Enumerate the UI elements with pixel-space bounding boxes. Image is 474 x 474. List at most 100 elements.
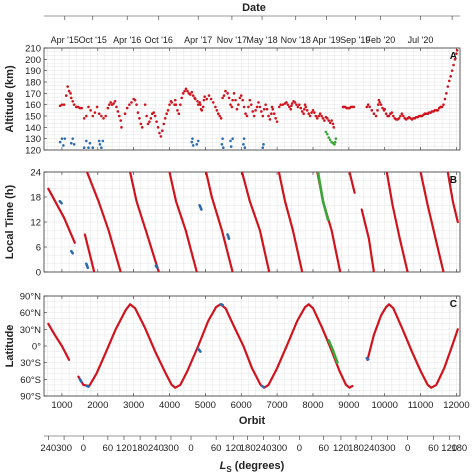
data-point-secondary <box>195 143 199 146</box>
data-point-main <box>161 129 164 133</box>
data-point-main <box>139 122 143 126</box>
data-point-main <box>326 116 329 120</box>
data-point-main <box>249 103 253 106</box>
data-point-main <box>145 114 148 118</box>
data-point-highlight <box>333 143 336 146</box>
data-point-main <box>455 48 459 52</box>
data-point-main <box>272 112 276 116</box>
data-point-highlight <box>334 137 338 140</box>
y-axis-title: Latitude <box>4 325 16 368</box>
y-tick-label: 90°S <box>20 392 41 403</box>
data-point-main <box>95 105 99 109</box>
data-point-main <box>275 120 279 123</box>
orbit-tick-label: 5000 <box>195 400 216 411</box>
ls-tick-label: 180 <box>240 443 256 454</box>
data-point-main <box>328 121 332 125</box>
data-point-main <box>352 105 356 109</box>
data-point-main <box>181 92 185 95</box>
data-point-main <box>72 103 76 106</box>
top-date-axis: Apr '15 Oct '15 Apr '16 Oct '16 Apr '17 Nov '… <box>44 15 460 45</box>
data-track-secondary <box>226 233 231 240</box>
ls-tick-label: 0 <box>188 443 193 454</box>
data-point-main <box>379 103 383 106</box>
data-point-main <box>245 114 249 118</box>
y-tick-label: 0° <box>32 342 41 353</box>
data-point-main <box>143 103 147 106</box>
data-track-main <box>129 172 160 272</box>
data-track-secondary <box>154 264 159 270</box>
data-point-main <box>391 114 395 118</box>
data-track-secondary <box>70 249 74 255</box>
data-track-secondary <box>196 347 202 353</box>
data-point-main <box>449 75 452 78</box>
data-point-main <box>436 109 440 112</box>
data-point-secondary <box>242 143 245 146</box>
data-point-main <box>257 101 260 104</box>
ls-axis-title-sub: S <box>226 465 232 474</box>
date-tick-label: Apr '16 <box>113 35 141 45</box>
data-point-main <box>205 97 209 101</box>
data-point-main <box>268 118 272 121</box>
data-point-main <box>93 111 97 114</box>
data-point-main <box>146 122 150 126</box>
data-point-main <box>317 114 321 118</box>
data-point-main <box>384 112 388 116</box>
data-point-main <box>260 110 263 113</box>
data-track-main <box>385 172 409 272</box>
data-point-main <box>271 107 275 111</box>
y-tick-label: 180 <box>25 78 41 89</box>
data-point-main <box>237 103 240 106</box>
data-point-main <box>298 103 301 106</box>
data-point-main <box>332 126 336 129</box>
orbit-tick-label: 6000 <box>231 400 252 411</box>
date-tick-label: Jul '20 <box>408 35 434 45</box>
data-point-secondary <box>87 146 90 150</box>
y-tick-label: 60°S <box>20 375 41 386</box>
data-point-main <box>330 119 333 122</box>
data-point-main <box>85 114 88 118</box>
data-point-main <box>313 111 316 114</box>
data-point-main <box>289 107 293 111</box>
data-track-main <box>168 172 198 272</box>
data-point-main <box>221 96 224 100</box>
data-point-main <box>376 103 380 106</box>
data-point-main <box>443 97 447 101</box>
orbit-tick-label: 4000 <box>159 400 180 411</box>
data-point-main <box>168 103 171 106</box>
data-point-main <box>153 114 157 118</box>
data-point-main <box>162 122 166 126</box>
data-track-main <box>240 172 271 272</box>
data-point-main <box>62 103 66 106</box>
data-point-main <box>440 105 444 109</box>
data-point-main <box>184 87 188 91</box>
data-point-highlight <box>324 130 328 134</box>
data-point-main <box>166 109 170 112</box>
y-tick-label: 130 <box>25 134 41 145</box>
data-point-main <box>303 103 307 106</box>
data-point-main <box>115 105 118 109</box>
panel-c-latitude: 90°S 60°S 30°S 0° 30°N 60°N 90°N Latitude C <box>4 292 461 403</box>
y-tick-label: 90°N <box>20 292 41 303</box>
data-point-main <box>370 109 374 112</box>
data-point-secondary <box>191 144 195 147</box>
data-point-main <box>445 92 448 95</box>
data-point-main <box>262 107 266 111</box>
data-point-main <box>390 111 394 114</box>
data-point-main <box>248 98 252 102</box>
orbit-tick-label: 3000 <box>123 400 144 411</box>
data-point-main <box>295 103 298 106</box>
data-point-main <box>397 116 401 120</box>
data-point-main <box>183 89 186 93</box>
ls-tick-label: 180 <box>451 443 467 454</box>
data-point-secondary <box>98 143 102 146</box>
ls-tick-label: 0 <box>297 443 302 454</box>
ls-tick-label: 60 <box>318 443 329 454</box>
data-point-main <box>372 112 376 116</box>
ls-axis-title: LS (degrees) <box>220 460 285 474</box>
data-point-main <box>82 116 86 120</box>
data-point-main <box>267 114 270 118</box>
data-point-main <box>136 111 140 114</box>
orbit-tick-label: 8000 <box>302 400 323 411</box>
data-point-main <box>152 111 156 114</box>
